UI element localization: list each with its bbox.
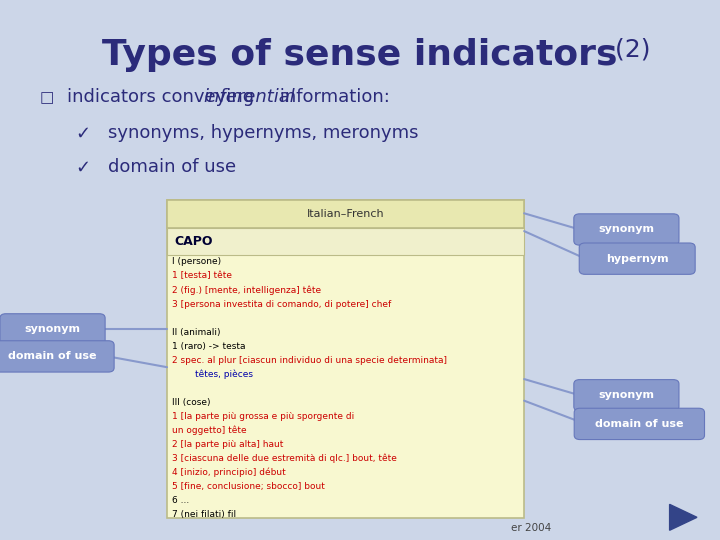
Text: er 2004: er 2004 <box>511 523 552 533</box>
FancyBboxPatch shape <box>0 341 114 372</box>
Text: inferential: inferential <box>204 88 295 106</box>
Text: un oggetto] tête: un oggetto] tête <box>172 426 247 435</box>
Text: 1 [la parte più grossa e più sporgente di: 1 [la parte più grossa e più sporgente d… <box>172 412 354 421</box>
Text: III (cose): III (cose) <box>172 398 210 407</box>
Text: hypernym: hypernym <box>606 254 668 264</box>
FancyBboxPatch shape <box>167 200 524 228</box>
Text: CAPO: CAPO <box>174 235 212 248</box>
Text: 1 (raro) -> testa: 1 (raro) -> testa <box>172 342 246 350</box>
Text: 2 (fig.) [mente, intelligenza] tête: 2 (fig.) [mente, intelligenza] tête <box>172 285 321 295</box>
Text: ✓: ✓ <box>76 124 91 143</box>
FancyBboxPatch shape <box>0 314 105 345</box>
FancyBboxPatch shape <box>574 380 679 411</box>
Text: 2 [la parte più alta] haut: 2 [la parte più alta] haut <box>172 440 284 449</box>
Text: □: □ <box>40 90 54 105</box>
FancyBboxPatch shape <box>575 408 704 440</box>
Text: 6 ...: 6 ... <box>172 496 189 505</box>
Text: 5 [fine, conclusione; sbocco] bout: 5 [fine, conclusione; sbocco] bout <box>172 482 325 491</box>
Text: domain of use: domain of use <box>595 419 683 429</box>
Text: 4 [inizio, principio] début: 4 [inizio, principio] début <box>172 468 286 477</box>
Text: synonym: synonym <box>598 390 654 400</box>
FancyBboxPatch shape <box>167 228 524 255</box>
Text: synonyms, hypernyms, meronyms: synonyms, hypernyms, meronyms <box>108 124 418 143</box>
FancyBboxPatch shape <box>574 214 679 245</box>
Text: indicators conveying: indicators conveying <box>67 88 260 106</box>
Text: domain of use: domain of use <box>108 158 236 177</box>
Text: domain of use: domain of use <box>9 352 96 361</box>
Text: 3 [persona investita di comando, di potere] chef: 3 [persona investita di comando, di pote… <box>172 300 392 308</box>
Text: 2 spec. al plur [ciascun individuo di una specie determinata]: 2 spec. al plur [ciascun individuo di un… <box>172 356 447 364</box>
Text: synonym: synonym <box>598 225 654 234</box>
FancyBboxPatch shape <box>167 200 524 518</box>
Text: synonym: synonym <box>24 325 81 334</box>
Text: I (persone): I (persone) <box>172 258 221 266</box>
Text: 7 (nei filati) fil: 7 (nei filati) fil <box>172 510 236 519</box>
Text: information:: information: <box>274 88 390 106</box>
Polygon shape <box>670 504 697 530</box>
Text: ✓: ✓ <box>76 158 91 177</box>
Text: 3 [ciascuna delle due estremità di qlc.] bout, tête: 3 [ciascuna delle due estremità di qlc.]… <box>172 454 397 463</box>
FancyBboxPatch shape <box>579 243 696 274</box>
Text: Italian–French: Italian–French <box>307 209 384 219</box>
Text: têtes, pièces: têtes, pièces <box>172 369 253 379</box>
Text: Types of sense indicators: Types of sense indicators <box>102 38 618 72</box>
Text: II (animali): II (animali) <box>172 328 220 336</box>
Text: 1 [testa] tête: 1 [testa] tête <box>172 272 232 280</box>
Text: (2): (2) <box>607 38 650 62</box>
